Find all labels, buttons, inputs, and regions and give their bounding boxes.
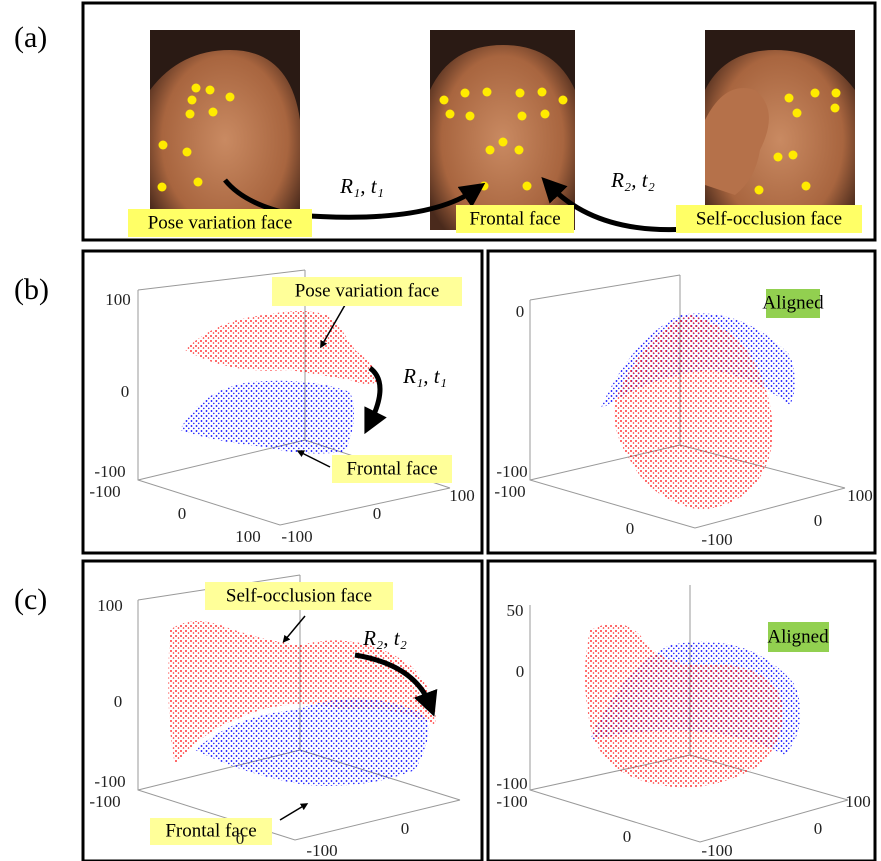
tick-label: 0 bbox=[236, 829, 245, 848]
pointer bbox=[285, 616, 305, 640]
transform-label: R₁, t₁ bbox=[339, 174, 384, 198]
tick-label: -100 bbox=[89, 482, 120, 501]
tick-label: -100 bbox=[89, 792, 120, 811]
transform-label: R₁, t₁ bbox=[402, 364, 447, 388]
point-cloud bbox=[168, 311, 800, 788]
tick-label: -100 bbox=[94, 772, 125, 791]
caption: Frontal face bbox=[469, 208, 560, 229]
tick-label: 100 bbox=[97, 596, 123, 615]
face-photo bbox=[150, 30, 855, 230]
tick-label: -100 bbox=[496, 462, 527, 481]
tick-label: 100 bbox=[847, 486, 873, 505]
tick-label: -100 bbox=[701, 841, 732, 860]
caption: Aligned bbox=[762, 292, 824, 313]
panel-label: (a) bbox=[14, 21, 47, 54]
tick-label: 100 bbox=[235, 527, 261, 546]
tick-label: 100 bbox=[845, 792, 871, 811]
pointer bbox=[300, 452, 330, 467]
caption: Self-occlusion face bbox=[226, 585, 372, 606]
transform-label: R₂, t₂ bbox=[362, 626, 407, 650]
tick-label: 0 bbox=[516, 302, 525, 321]
tick-label: 50 bbox=[507, 601, 524, 620]
tick-label: 0 bbox=[623, 827, 632, 846]
figure: (a) (b) (c) Pose variation face Frontal … bbox=[0, 0, 881, 861]
panel-label: (b) bbox=[14, 273, 49, 306]
pointer bbox=[280, 805, 305, 820]
tick-label: -100 bbox=[494, 482, 525, 501]
tick-label: 0 bbox=[373, 504, 382, 523]
tick-label: -100 bbox=[306, 841, 337, 860]
tick-label: 0 bbox=[814, 511, 823, 530]
tick-label: -100 bbox=[496, 774, 527, 793]
tick-label: 0 bbox=[814, 819, 823, 838]
caption: Frontal face bbox=[346, 458, 437, 479]
caption: Self-occlusion face bbox=[696, 208, 842, 229]
transform-label: R₂, t₂ bbox=[610, 168, 655, 192]
tick-label: -100 bbox=[701, 530, 732, 549]
tick-label: 0 bbox=[121, 382, 130, 401]
caption: Aligned bbox=[767, 626, 829, 647]
tick-label: -100 bbox=[94, 462, 125, 481]
tick-label: 0 bbox=[401, 819, 410, 838]
tick-label: -100 bbox=[496, 792, 527, 811]
panel-label: (c) bbox=[14, 583, 47, 616]
tick-label: 0 bbox=[516, 662, 525, 681]
tick-label: 0 bbox=[178, 504, 187, 523]
caption: Pose variation face bbox=[148, 212, 293, 233]
tick-label: 100 bbox=[105, 290, 131, 309]
caption: Pose variation face bbox=[295, 280, 440, 301]
tick-label: -100 bbox=[281, 527, 312, 546]
tick-label: 100 bbox=[449, 486, 475, 505]
tick-label: 0 bbox=[626, 519, 635, 538]
tick-label: 0 bbox=[114, 692, 123, 711]
